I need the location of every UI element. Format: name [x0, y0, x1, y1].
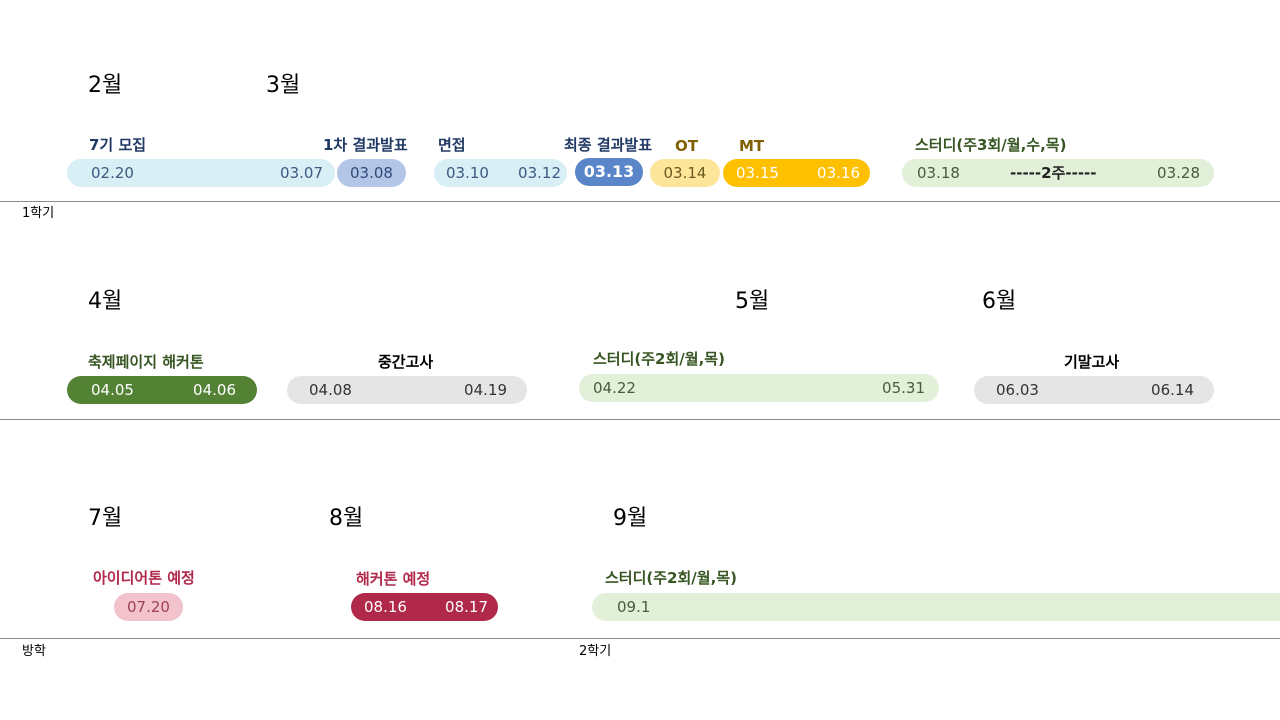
month-mar: 3월 — [266, 73, 301, 98]
final-result-date: 03.13 — [583, 162, 635, 181]
recruit-end: 03.07 — [280, 164, 323, 182]
first-result-title: 1차 결과발표 — [323, 136, 408, 154]
study1-bar: 03.18 -----2주----- 03.28 — [902, 159, 1214, 187]
midterm-bar: 04.08 04.19 — [287, 376, 527, 404]
midterm-start: 04.08 — [309, 381, 352, 399]
midterm-title: 중간고사 — [378, 353, 434, 371]
mt-title: MT — [739, 137, 765, 155]
month-may: 5월 — [735, 289, 770, 314]
ideathon-title: 아이디어톤 예정 — [93, 569, 195, 587]
ideathon-date: 07.20 — [127, 598, 170, 616]
semester-second-label: 2학기 — [579, 644, 612, 659]
interview-end: 03.12 — [518, 164, 561, 182]
month-jun: 6월 — [982, 289, 1017, 314]
mt-start: 03.15 — [736, 164, 779, 182]
study2-start: 04.22 — [593, 379, 636, 397]
month-feb: 2월 — [88, 73, 123, 98]
month-apr: 4월 — [88, 289, 123, 314]
study2-end: 05.31 — [882, 379, 925, 397]
study3-start: 09.1 — [617, 598, 651, 616]
festival-bar: 04.05 04.06 — [67, 376, 257, 404]
month-jul: 7월 — [88, 506, 123, 531]
interview-title: 면접 — [438, 136, 466, 154]
divider-2 — [0, 419, 1280, 420]
hackathon-title: 해커톤 예정 — [356, 570, 431, 588]
study1-start: 03.18 — [917, 164, 960, 182]
ideathon-bar: 07.20 — [114, 593, 183, 621]
ot-date: 03.14 — [663, 164, 707, 182]
final-result-bar: 03.13 — [575, 158, 643, 186]
recruit-bar: 02.20 03.07 — [67, 159, 335, 187]
midterm-end: 04.19 — [464, 381, 507, 399]
month-sep: 9월 — [613, 506, 648, 531]
interview-bar: 03.10 03.12 — [434, 159, 567, 187]
final-exam-bar: 06.03 06.14 — [974, 376, 1214, 404]
recruit-title: 7기 모집 — [89, 136, 147, 154]
festival-end: 04.06 — [193, 381, 236, 399]
hackathon-start: 08.16 — [364, 598, 407, 616]
study1-title: 스터디(주3회/월,수,목) — [915, 136, 1067, 154]
study2-bar: 04.22 05.31 — [579, 374, 939, 402]
ot-bar: 03.14 — [650, 159, 720, 187]
study3-title: 스터디(주2회/월,목) — [605, 569, 737, 587]
divider-1 — [0, 201, 1280, 202]
mt-bar: 03.15 03.16 — [723, 159, 870, 187]
study1-duration: -----2주----- — [1010, 164, 1097, 182]
semester-vacation-label: 방학 — [22, 644, 46, 659]
month-aug: 8월 — [329, 506, 364, 531]
final-result-title: 최종 결과발표 — [564, 136, 653, 154]
semester-first-label: 1학기 — [22, 206, 55, 221]
hackathon-end: 08.17 — [445, 598, 488, 616]
first-result-date: 03.08 — [350, 164, 393, 182]
interview-start: 03.10 — [446, 164, 489, 182]
study2-title: 스터디(주2회/월,목) — [593, 350, 725, 368]
festival-title: 축제페이지 해커톤 — [88, 353, 204, 371]
final-exam-end: 06.14 — [1151, 381, 1194, 399]
study3-bar: 09.1 — [592, 593, 1280, 621]
festival-start: 04.05 — [91, 381, 134, 399]
divider-3 — [0, 638, 1280, 639]
final-exam-start: 06.03 — [996, 381, 1039, 399]
study1-end: 03.28 — [1157, 164, 1200, 182]
final-exam-title: 기말고사 — [1064, 353, 1120, 371]
first-result-bar: 03.08 — [337, 159, 406, 187]
recruit-start: 02.20 — [91, 164, 134, 182]
ot-title: OT — [675, 137, 698, 155]
hackathon-bar: 08.16 08.17 — [351, 593, 498, 621]
mt-end: 03.16 — [817, 164, 860, 182]
